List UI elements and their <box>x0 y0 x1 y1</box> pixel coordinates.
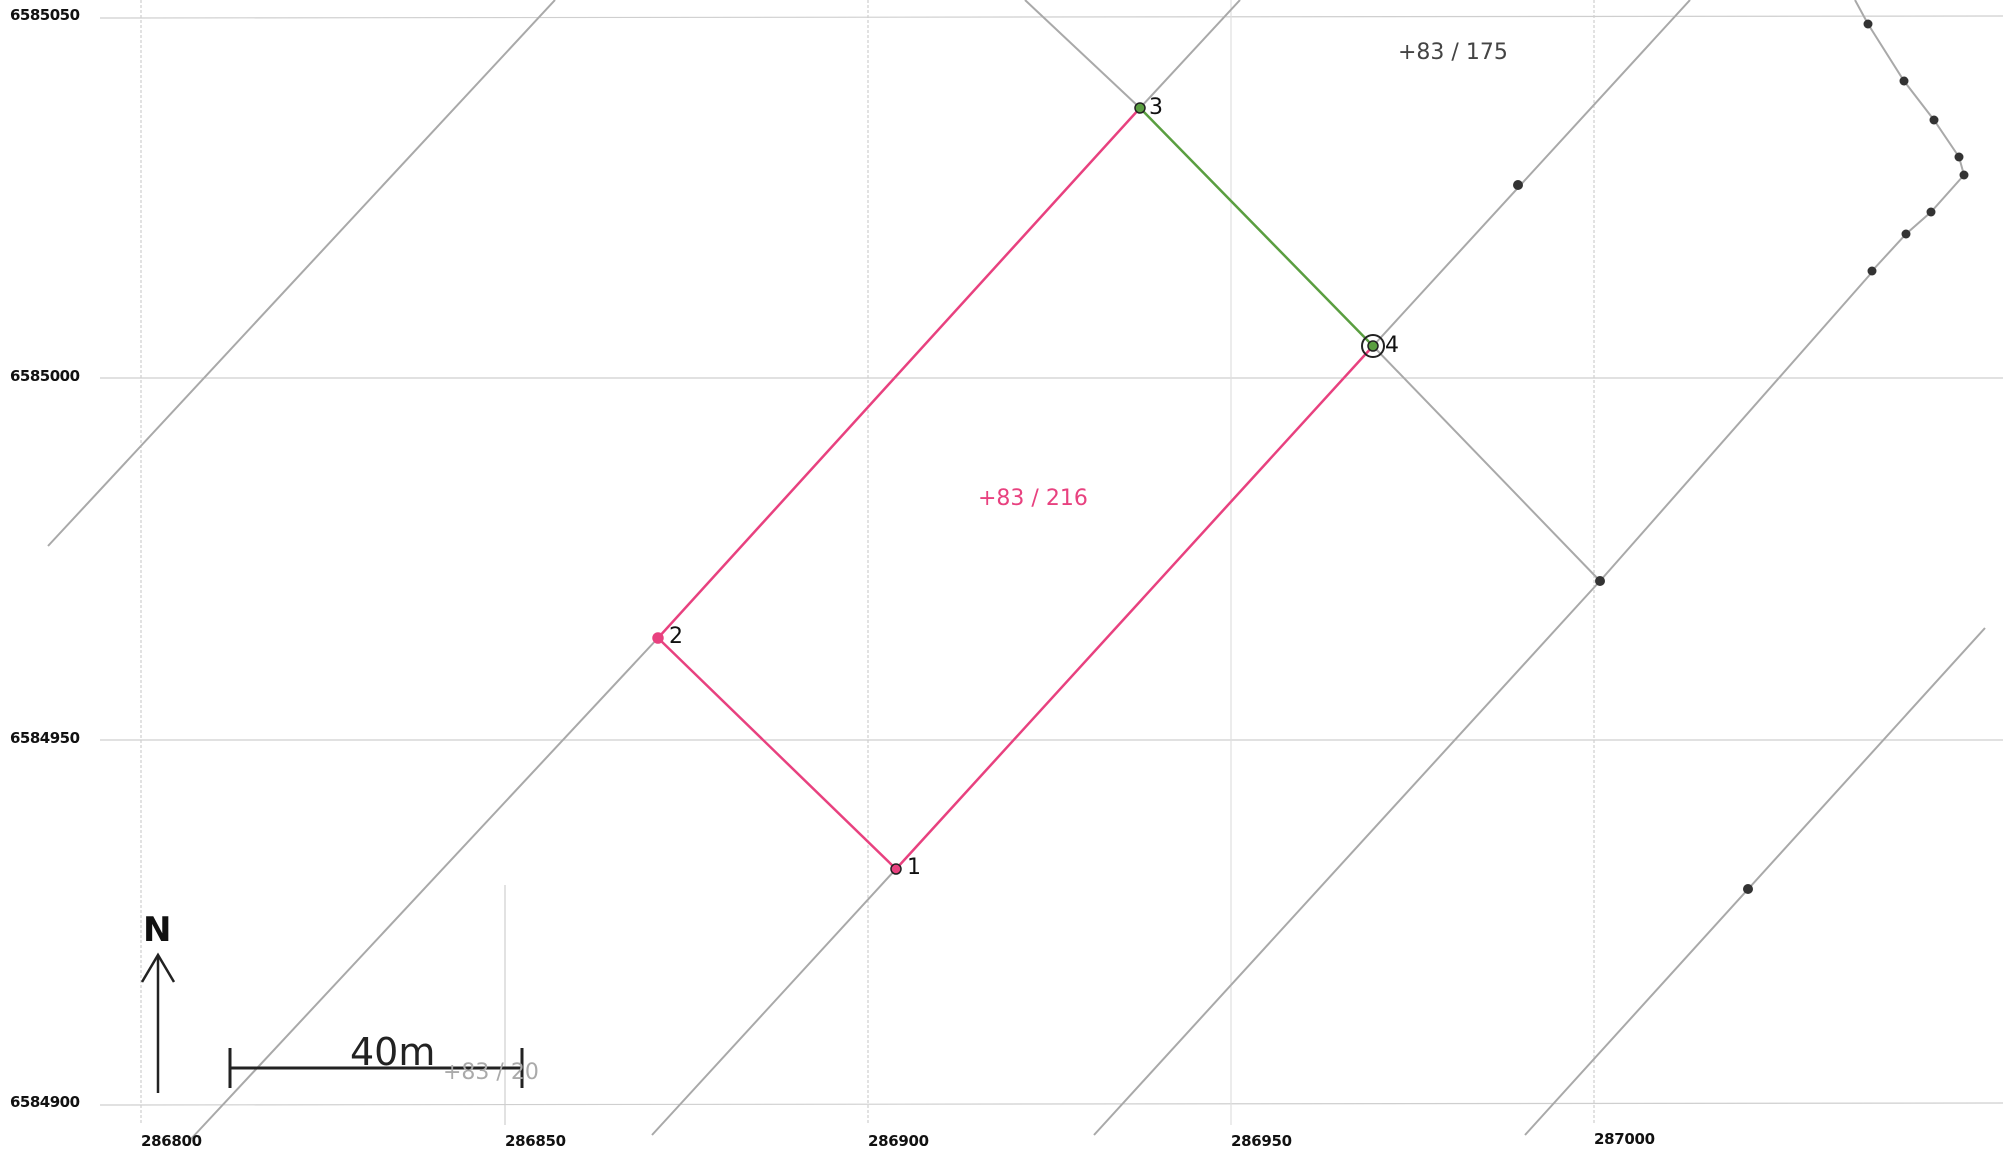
boundary-point <box>1954 152 1964 162</box>
grid-y-label: 6584900 <box>10 1093 80 1111</box>
boundary-line <box>1093 580 1601 1136</box>
vertex-markers <box>652 102 1385 875</box>
boundary-point <box>1929 115 1939 125</box>
grid-y-label: 6584950 <box>10 729 80 747</box>
parcel-label-selected[interactable]: +83 / 216 <box>978 486 1088 511</box>
highlighted-edge-3-4[interactable] <box>1139 107 1374 347</box>
boundary-line <box>1372 345 1601 582</box>
grid-y-label: 6585000 <box>10 367 80 385</box>
vertex-number-4: 4 <box>1385 333 1399 358</box>
boundary-line <box>1599 269 1875 582</box>
boundary-point <box>1595 576 1605 586</box>
vertex-selection-ring <box>1361 334 1385 358</box>
boundary-point <box>1901 229 1911 239</box>
parcel-label-south-west[interactable]: +83 / 20 <box>443 1060 539 1085</box>
north-arrow-icon <box>140 952 176 1093</box>
parcel-boundaries <box>47 0 1986 1141</box>
coordinate-grid <box>99 0 2003 1125</box>
boundary-point <box>1959 170 1969 180</box>
grid-x-label: 286950 <box>1231 1132 1292 1150</box>
boundary-point <box>1743 884 1753 894</box>
boundary-line <box>189 637 659 1141</box>
parcel-label-north-east[interactable]: +83 / 175 <box>1398 40 1508 65</box>
boundary-line <box>1024 0 1141 109</box>
grid-line-h <box>99 1102 2003 1106</box>
grid-x-label: 286800 <box>141 1132 202 1150</box>
boundary-point <box>1867 266 1877 276</box>
boundary-line <box>651 868 897 1136</box>
vertex-marker-4[interactable] <box>1367 340 1379 352</box>
grid-x-label: 287000 <box>1594 1130 1655 1148</box>
boundary-point <box>1926 207 1936 217</box>
scale-bar-label: 40m <box>350 1030 436 1074</box>
vertex-number-1: 1 <box>907 855 921 880</box>
boundary-point <box>1863 19 1873 29</box>
parcel-edge-1-2[interactable] <box>657 637 897 870</box>
vertex-marker-2[interactable] <box>652 632 664 644</box>
boundary-point <box>1899 76 1909 86</box>
grid-x-label: 286850 <box>505 1132 566 1150</box>
selected-parcel-boundary[interactable] <box>657 107 1374 870</box>
parcel-edge-4-1[interactable] <box>895 345 1374 870</box>
north-label: N <box>143 910 172 950</box>
grid-y-label: 6585050 <box>10 6 80 24</box>
vertex-marker-3[interactable] <box>1134 102 1146 114</box>
boundary-line <box>1524 627 1986 1136</box>
boundary-point <box>1513 180 1523 190</box>
boundary-line <box>1139 0 1241 109</box>
scale-bar <box>228 1048 524 1088</box>
boundary-line <box>47 0 556 547</box>
parcel-edge-2-3[interactable] <box>657 107 1141 639</box>
boundary-points <box>1513 19 1969 894</box>
grid-line-h <box>99 15 2003 19</box>
vertex-number-3: 3 <box>1149 95 1163 120</box>
vertex-number-2: 2 <box>669 624 683 649</box>
boundary-line <box>1854 0 1966 272</box>
grid-x-label: 286900 <box>868 1132 929 1150</box>
vertex-marker-1[interactable] <box>890 863 902 875</box>
boundary-line <box>1372 0 1691 347</box>
